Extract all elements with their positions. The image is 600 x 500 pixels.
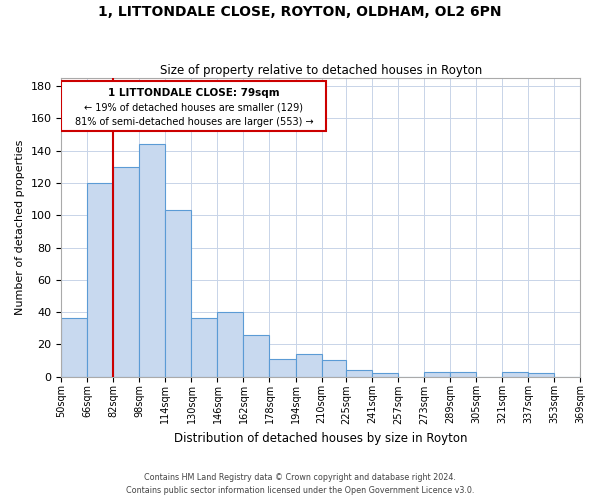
Bar [191,318,217,376]
Bar [322,360,346,376]
Bar [113,167,139,376]
Y-axis label: Number of detached properties: Number of detached properties [15,140,25,315]
Bar [269,359,296,376]
Text: Contains HM Land Registry data © Crown copyright and database right 2024.
Contai: Contains HM Land Registry data © Crown c… [126,474,474,495]
Bar [244,334,269,376]
Text: 81% of semi-detached houses are larger (553) →: 81% of semi-detached houses are larger (… [74,117,313,127]
Bar [217,312,244,376]
Bar [580,372,600,376]
Text: 1, LITTONDALE CLOSE, ROYTON, OLDHAM, OL2 6PN: 1, LITTONDALE CLOSE, ROYTON, OLDHAM, OL2… [98,5,502,19]
Text: 1 LITTONDALE CLOSE: 79sqm: 1 LITTONDALE CLOSE: 79sqm [108,88,280,98]
Bar [502,372,528,376]
X-axis label: Distribution of detached houses by size in Royton: Distribution of detached houses by size … [174,432,467,445]
Bar [166,210,191,376]
Bar [61,318,88,376]
Text: ← 19% of detached houses are smaller (129): ← 19% of detached houses are smaller (12… [85,102,304,113]
Bar [88,183,113,376]
Bar [346,370,372,376]
Bar [61,82,326,132]
Bar [528,374,554,376]
Bar [372,374,398,376]
Title: Size of property relative to detached houses in Royton: Size of property relative to detached ho… [160,64,482,77]
Bar [139,144,166,376]
Bar [296,354,322,376]
Bar [450,372,476,376]
Bar [424,372,450,376]
